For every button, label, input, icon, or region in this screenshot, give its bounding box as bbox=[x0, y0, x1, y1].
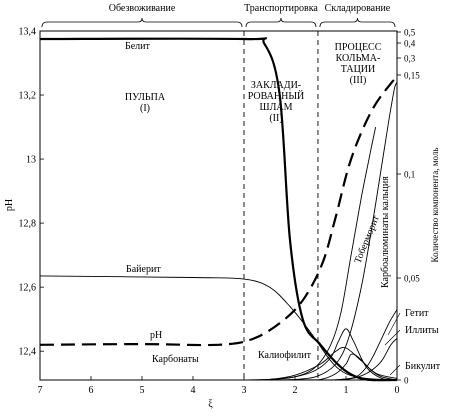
zone-1-line-0: ЗАКЛАДИ- bbox=[251, 80, 301, 91]
series-line-1 bbox=[39, 275, 398, 381]
stage-brace-0 bbox=[41, 17, 243, 28]
zone-0-line-0: ПУЛЬПА bbox=[125, 92, 166, 103]
series-line-2 bbox=[39, 77, 398, 347]
x-tick-label-1: 6 bbox=[89, 385, 94, 396]
y-left-tick-label-1: 12,6 bbox=[19, 283, 37, 294]
series-label-8: Иллиты bbox=[405, 325, 439, 336]
y-right-tick-label-0: 0 bbox=[404, 376, 409, 386]
zone-2-line-3: (III) bbox=[350, 75, 367, 86]
y-axis-left: 12,4 12,6 12,8 13 13,2 13,4 pH bbox=[4, 27, 44, 358]
series-line-9 bbox=[243, 353, 398, 381]
y-right-axis-label: Количество компонента, моль bbox=[430, 148, 440, 263]
zone-0-line-1: (I) bbox=[140, 103, 150, 114]
x-axis-label: ξ bbox=[208, 399, 213, 410]
y-axis-right: 0 0,05 0,1 0,15 0,3 0,40,5 Количество компонен… bbox=[397, 28, 440, 386]
y-left-tick-label-0: 12,4 bbox=[19, 347, 37, 358]
plot-frame bbox=[39, 30, 398, 381]
stage-brace-1 bbox=[245, 17, 317, 28]
y-right-tick-label-5: 0,4 bbox=[404, 39, 416, 49]
stage-label-0: Обезвоживание bbox=[109, 3, 176, 14]
series-label-7: Гетит bbox=[405, 308, 429, 319]
y-left-tick-label-3: 13 bbox=[26, 155, 36, 166]
y-right-tick-label-2: 0,1 bbox=[404, 170, 415, 180]
series-line-8 bbox=[330, 338, 398, 381]
y-right-tick-label-1: 0,05 bbox=[404, 274, 420, 284]
series-label-9: Бикулит bbox=[405, 361, 441, 372]
y-left-tick-label-2: 12,8 bbox=[19, 219, 37, 230]
stage-label-1: Транспортировка bbox=[244, 3, 318, 14]
x-axis: 7 6 5 4 3 2 1 0 ξ bbox=[38, 376, 400, 410]
series-label-0: Белит bbox=[125, 41, 151, 52]
zone-2-line-1: КОЛЬМА- bbox=[336, 53, 381, 64]
y-left-tick-label-4: 13,2 bbox=[19, 91, 37, 102]
leader-line-2 bbox=[389, 364, 401, 376]
y-left-tick-label-5: 13,4 bbox=[19, 27, 37, 38]
zone-2-line-2: ТАЦИИ bbox=[341, 64, 376, 75]
series-line-6 bbox=[284, 82, 398, 381]
zone-1-line-1: РОВАННЫЙ bbox=[248, 90, 305, 102]
stage-brace-2 bbox=[319, 17, 396, 28]
y-left-axis-label: pH bbox=[4, 199, 15, 211]
series-label-6: Карбоалюминаты кальция bbox=[380, 176, 391, 288]
series-label-1: Байерит bbox=[126, 264, 161, 275]
series-line-5 bbox=[233, 127, 377, 381]
series-label-2: pH bbox=[150, 330, 162, 341]
x-tick-label-6: 1 bbox=[344, 385, 349, 396]
stage-boundaries bbox=[243, 31, 319, 380]
stage-label-2: Складирование bbox=[325, 3, 391, 14]
x-tick-label-0: 7 bbox=[38, 385, 43, 396]
stage-headers: Обезвоживание Транспортировка Складировани… bbox=[41, 3, 396, 28]
y-right-tick-label-6: 0,5 bbox=[404, 28, 416, 38]
y-right-tick-label-4: 0,3 bbox=[404, 54, 416, 64]
leader-line-1 bbox=[384, 329, 401, 346]
y-right-tick-label-3: 0,15 bbox=[404, 71, 420, 81]
x-tick-label-4: 3 bbox=[242, 385, 247, 396]
x-tick-label-3: 4 bbox=[191, 385, 196, 396]
series-label-4: Калиофилит bbox=[258, 350, 312, 361]
x-tick-label-2: 5 bbox=[140, 385, 145, 396]
zone-1-line-2: ШЛАМ bbox=[260, 102, 293, 113]
series-lines bbox=[39, 37, 398, 382]
series-line-0 bbox=[39, 37, 398, 382]
series-label-3: Карбонаты bbox=[152, 354, 199, 365]
zone-2-line-0: ПРОЦЕСС bbox=[335, 42, 382, 53]
x-tick-label-7: 0 bbox=[395, 385, 400, 396]
zone-1-line-3: (II) bbox=[269, 113, 282, 124]
x-tick-label-5: 2 bbox=[293, 385, 298, 396]
leader-line-0 bbox=[387, 312, 401, 336]
